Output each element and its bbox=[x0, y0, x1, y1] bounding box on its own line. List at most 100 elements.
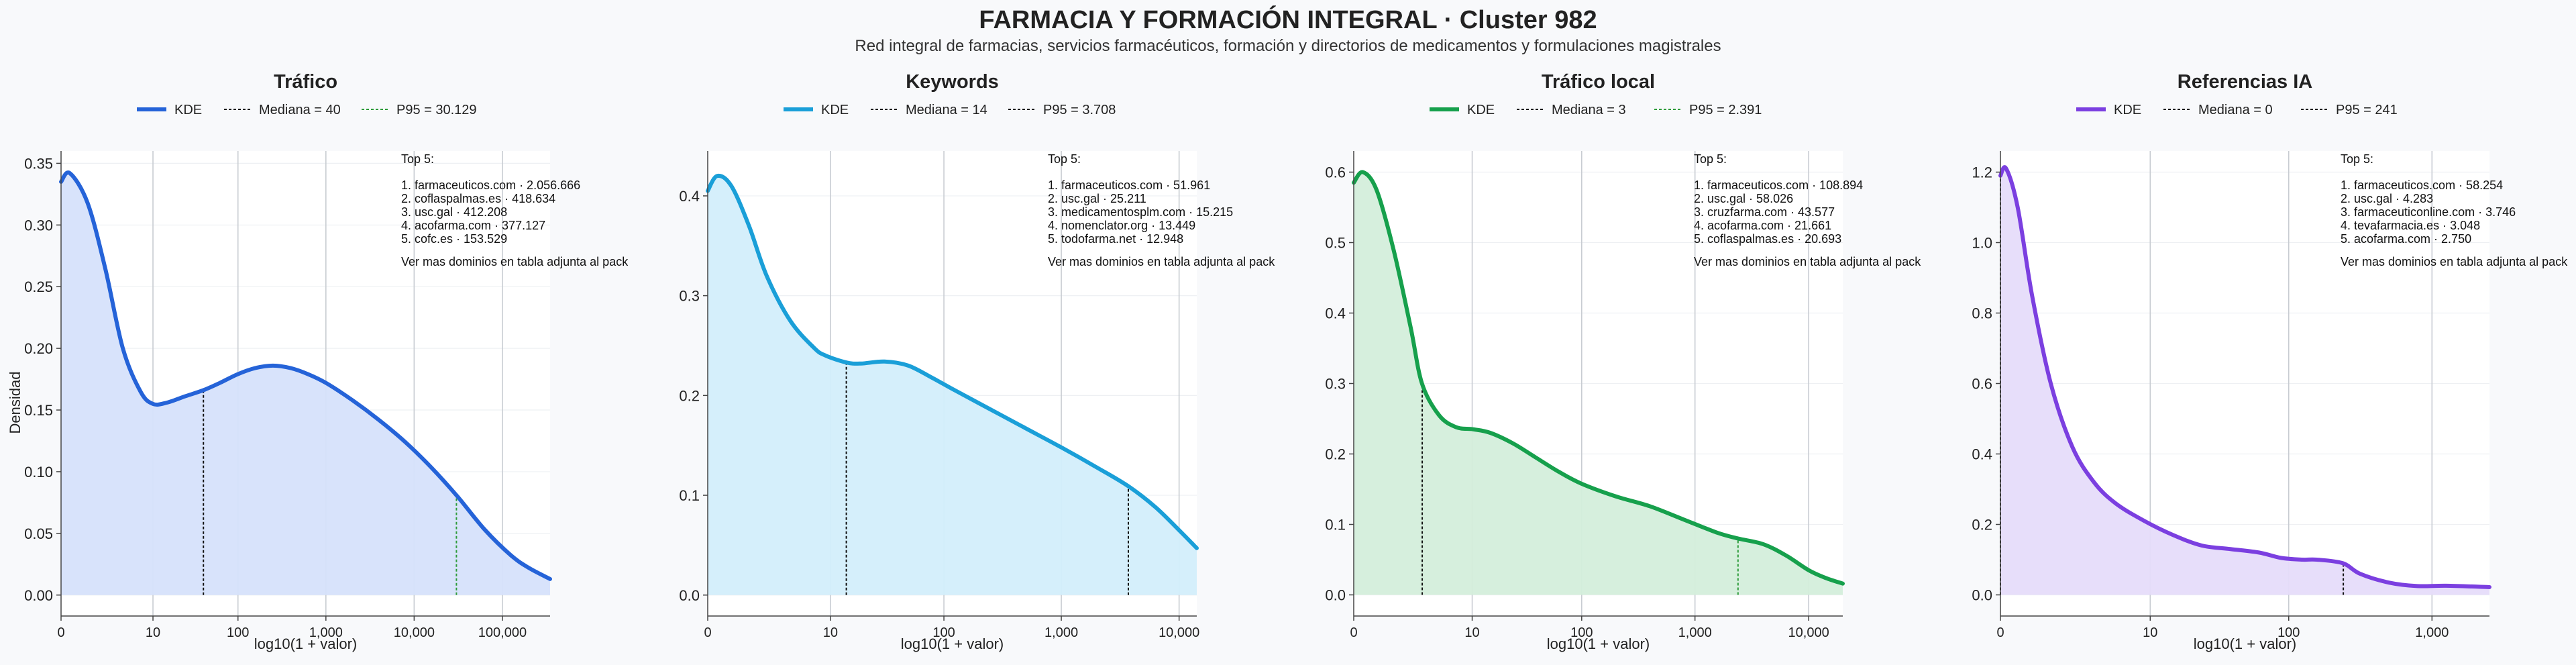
legend: KDE Mediana = 14 P95 = 3.708 bbox=[784, 103, 1116, 117]
x-tick-label: 1,000 bbox=[2415, 625, 2449, 640]
x-tick-label: 0 bbox=[1996, 625, 2004, 640]
legend-median-label: Mediana = 14 bbox=[906, 103, 987, 117]
y-tick-label: 0.4 bbox=[1325, 305, 1346, 322]
x-tick-label: 100 bbox=[1570, 625, 1593, 640]
top5-item: 3. farmaceuticonline.com · 3.746 bbox=[2341, 205, 2516, 219]
top5-item: 1. farmaceuticos.com · 58.254 bbox=[2341, 178, 2503, 192]
top5-heading: Top 5: bbox=[1048, 152, 1081, 166]
y-tick-label: 0.2 bbox=[1325, 446, 1346, 463]
top5-item: 5. coflaspalmas.es · 20.693 bbox=[1694, 232, 1841, 246]
legend-p95-label: P95 = 241 bbox=[2336, 103, 2398, 117]
top5-heading: Top 5: bbox=[2341, 152, 2373, 166]
legend: KDE Mediana = 3 P95 = 2.391 bbox=[1430, 103, 1762, 117]
x-tick-label: 10 bbox=[1464, 625, 1479, 640]
x-axis-label: log10(1 + valor) bbox=[901, 635, 1004, 652]
kde-area bbox=[708, 175, 1197, 595]
top5-item: 2. coflaspalmas.es · 418.634 bbox=[401, 192, 555, 205]
x-tick-label: 0 bbox=[57, 625, 64, 640]
y-tick-label: 0.5 bbox=[1325, 235, 1346, 252]
x-tick-label: 10,000 bbox=[1788, 625, 1829, 640]
top5-item: 1. farmaceuticos.com · 108.894 bbox=[1694, 178, 1863, 192]
y-tick-label: 0.3 bbox=[1325, 376, 1346, 393]
y-tick-label: 0.25 bbox=[24, 278, 53, 295]
top5-item: 3. cruzfarma.com · 43.577 bbox=[1694, 205, 1835, 219]
chart-panel-2: 0.0 0.1 0.2 0.3 0.4 0.5 0.6 0 10 100 1,000 10,000 lo… bbox=[1325, 71, 1921, 652]
y-tick-label: 0.15 bbox=[24, 402, 53, 419]
chart-panels: 0.000.050.100.150.200.250.300.350 10 100 1,… bbox=[24, 71, 2568, 652]
x-tick-label: 10,000 bbox=[1159, 625, 1199, 640]
top5-item: 2. usc.gal · 25.211 bbox=[1048, 192, 1146, 205]
x-tick-label: 10,000 bbox=[394, 625, 435, 640]
chart-panel-0: 0.00 0.05 0.10 0.15 0.20 0.25 0.30 0.35 0 10 100 1,… bbox=[24, 71, 629, 652]
x-tick-label: 1,000 bbox=[1678, 625, 1712, 640]
chart-panel-1: 0.0 0.1 0.2 0.3 0.4 0 10 100 1,000 10,000 log10(1 … bbox=[679, 71, 1275, 652]
y-tick-label: 0.3 bbox=[679, 288, 700, 305]
y-tick-label: 0.2 bbox=[679, 387, 700, 404]
y-tick-label: 0.30 bbox=[24, 217, 53, 234]
x-tick-label: 100 bbox=[2277, 625, 2300, 640]
y-tick-label: 0.10 bbox=[24, 464, 53, 480]
panel-title: Tráfico bbox=[274, 71, 337, 93]
y-tick-label: 0.8 bbox=[1972, 305, 1992, 322]
y-tick-label: 0.2 bbox=[1972, 517, 1992, 533]
legend-kde-label: KDE bbox=[1467, 103, 1495, 117]
top5-item: 4. acofarma.com · 377.127 bbox=[401, 219, 545, 232]
kde-area bbox=[2000, 167, 2489, 595]
x-axis-label: log10(1 + valor) bbox=[2194, 635, 2296, 652]
y-tick-label: 0.1 bbox=[1325, 517, 1346, 533]
legend-median-label: Mediana = 40 bbox=[259, 103, 341, 117]
panel-title: Tráfico local bbox=[1542, 71, 1655, 93]
y-tick-label: 0.4 bbox=[1972, 446, 1992, 463]
top5-footer: Ver mas dominios en tabla adjunta al pac… bbox=[1694, 255, 1921, 268]
x-tick-label: 100 bbox=[932, 625, 955, 640]
y-tick-label: 1.2 bbox=[1972, 164, 1992, 181]
x-axis-label: log10(1 + valor) bbox=[1547, 635, 1650, 652]
y-tick-label: 0.20 bbox=[24, 340, 53, 357]
top5-footer: Ver mas dominios en tabla adjunta al pac… bbox=[2341, 255, 2568, 268]
y-tick-label: 0.6 bbox=[1972, 376, 1992, 393]
kde-area bbox=[1354, 172, 1843, 595]
top5-heading: Top 5: bbox=[1694, 152, 1727, 166]
y-tick-label: 0.05 bbox=[24, 525, 53, 542]
top5-item: 4. tevafarmacia.es · 3.048 bbox=[2341, 219, 2480, 232]
legend: KDE Mediana = 0 P95 = 241 bbox=[2076, 103, 2398, 117]
y-tick-label: 1.0 bbox=[1972, 235, 1992, 252]
top5-item: 5. cofc.es · 153.529 bbox=[401, 232, 507, 246]
kde-line bbox=[1998, 165, 2491, 589]
legend-kde-label: KDE bbox=[2114, 103, 2141, 117]
top5-item: 3. usc.gal · 412.208 bbox=[401, 205, 507, 219]
figure-title: FARMACIA Y FORMACIÓN INTEGRAL · Cluster … bbox=[979, 5, 1597, 34]
top5-item: 3. medicamentosplm.com · 15.215 bbox=[1048, 205, 1233, 219]
x-tick-label: 100 bbox=[227, 625, 249, 640]
y-tick-label: 0.0 bbox=[1325, 587, 1346, 604]
x-tick-label: 0 bbox=[1350, 625, 1357, 640]
top5-item: 4. acofarma.com · 21.661 bbox=[1694, 219, 1831, 232]
x-tick-label: 1,000 bbox=[1044, 625, 1078, 640]
y-tick-label: 0.35 bbox=[24, 155, 53, 172]
figure-subtitle: Red integral de farmacias, servicios far… bbox=[855, 37, 1721, 55]
legend-median-label: Mediana = 0 bbox=[2198, 103, 2273, 117]
legend: KDE Mediana = 40 P95 = 30.129 bbox=[137, 103, 477, 117]
top5-heading: Top 5: bbox=[401, 152, 434, 166]
x-axis-label: log10(1 + valor) bbox=[254, 635, 357, 652]
x-tick-label: 10 bbox=[146, 625, 160, 640]
x-tick-label: 0 bbox=[704, 625, 711, 640]
x-tick-label: 10 bbox=[823, 625, 838, 640]
legend-median-label: Mediana = 3 bbox=[1552, 103, 1626, 117]
top5-annotation: Top 5: 1. farmaceuticos.com · 2.056.6662.… bbox=[401, 152, 629, 268]
top5-item: 4. nomenclator.org · 13.449 bbox=[1048, 219, 1195, 232]
x-tick-label: 100,000 bbox=[478, 625, 527, 640]
panel-title: Keywords bbox=[906, 71, 999, 93]
x-tick-label: 10 bbox=[2143, 625, 2157, 640]
kde-line bbox=[706, 173, 1199, 550]
y-tick-label: 0.6 bbox=[1325, 164, 1346, 181]
legend-kde-label: KDE bbox=[821, 103, 849, 117]
chart-panel-3: 0.0 0.2 0.4 0.6 0.8 1.0 1.2 0 10 100 1,000 log10(1 … bbox=[1972, 71, 2568, 652]
y-tick-label: 0.1 bbox=[679, 487, 700, 504]
legend-p95-label: P95 = 30.129 bbox=[396, 103, 477, 117]
